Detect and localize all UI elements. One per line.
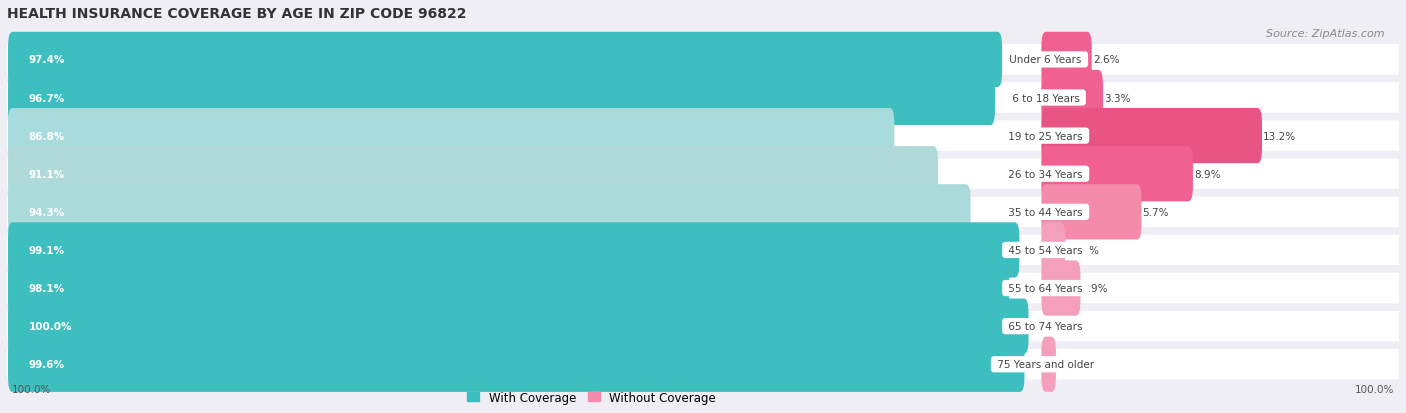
FancyBboxPatch shape bbox=[7, 121, 1399, 152]
Text: 100.0%: 100.0% bbox=[1354, 384, 1393, 394]
Text: Under 6 Years: Under 6 Years bbox=[1007, 55, 1085, 65]
Text: 19 to 25 Years: 19 to 25 Years bbox=[1005, 131, 1085, 141]
FancyBboxPatch shape bbox=[7, 235, 1399, 266]
FancyBboxPatch shape bbox=[1042, 109, 1263, 164]
FancyBboxPatch shape bbox=[1042, 337, 1056, 392]
Text: 8.9%: 8.9% bbox=[1194, 169, 1220, 179]
FancyBboxPatch shape bbox=[1042, 33, 1091, 88]
Text: 100.0%: 100.0% bbox=[28, 321, 72, 331]
FancyBboxPatch shape bbox=[7, 83, 1399, 114]
Text: 94.3%: 94.3% bbox=[28, 207, 65, 217]
Text: 0.94%: 0.94% bbox=[1066, 245, 1099, 255]
Text: 3.3%: 3.3% bbox=[1104, 93, 1130, 103]
Text: 45 to 54 Years: 45 to 54 Years bbox=[1005, 245, 1085, 255]
Text: 98.1%: 98.1% bbox=[28, 283, 65, 293]
Text: 55 to 64 Years: 55 to 64 Years bbox=[1005, 283, 1085, 293]
FancyBboxPatch shape bbox=[7, 311, 1399, 342]
Text: 0.0%: 0.0% bbox=[1052, 321, 1077, 331]
Text: 86.8%: 86.8% bbox=[28, 131, 65, 141]
Text: 6 to 18 Years: 6 to 18 Years bbox=[1008, 93, 1083, 103]
FancyBboxPatch shape bbox=[1042, 147, 1192, 202]
FancyBboxPatch shape bbox=[1042, 185, 1142, 240]
FancyBboxPatch shape bbox=[7, 159, 1399, 190]
Text: 100.0%: 100.0% bbox=[13, 384, 52, 394]
FancyBboxPatch shape bbox=[8, 337, 1025, 392]
FancyBboxPatch shape bbox=[8, 71, 995, 126]
Text: 5.7%: 5.7% bbox=[1143, 207, 1168, 217]
FancyBboxPatch shape bbox=[7, 273, 1399, 304]
Text: Source: ZipAtlas.com: Source: ZipAtlas.com bbox=[1267, 29, 1385, 39]
Text: 65 to 74 Years: 65 to 74 Years bbox=[1005, 321, 1085, 331]
Text: 99.1%: 99.1% bbox=[28, 245, 65, 255]
FancyBboxPatch shape bbox=[8, 109, 894, 164]
FancyBboxPatch shape bbox=[7, 45, 1399, 76]
Legend: With Coverage, Without Coverage: With Coverage, Without Coverage bbox=[463, 386, 720, 408]
FancyBboxPatch shape bbox=[1042, 261, 1080, 316]
Text: 99.6%: 99.6% bbox=[28, 359, 65, 369]
Text: 13.2%: 13.2% bbox=[1263, 131, 1296, 141]
Text: 1.9%: 1.9% bbox=[1081, 283, 1108, 293]
Text: 35 to 44 Years: 35 to 44 Years bbox=[1005, 207, 1085, 217]
FancyBboxPatch shape bbox=[1042, 223, 1066, 278]
FancyBboxPatch shape bbox=[8, 185, 970, 240]
FancyBboxPatch shape bbox=[8, 299, 1029, 354]
Text: 75 Years and older: 75 Years and older bbox=[994, 359, 1097, 369]
Text: HEALTH INSURANCE COVERAGE BY AGE IN ZIP CODE 96822: HEALTH INSURANCE COVERAGE BY AGE IN ZIP … bbox=[7, 7, 467, 21]
FancyBboxPatch shape bbox=[7, 197, 1399, 228]
Text: 96.7%: 96.7% bbox=[28, 93, 65, 103]
FancyBboxPatch shape bbox=[7, 349, 1399, 380]
Text: 91.1%: 91.1% bbox=[28, 169, 65, 179]
Text: 0.37%: 0.37% bbox=[1057, 359, 1090, 369]
FancyBboxPatch shape bbox=[8, 147, 938, 202]
FancyBboxPatch shape bbox=[8, 261, 1010, 316]
FancyBboxPatch shape bbox=[8, 33, 1002, 88]
Text: 2.6%: 2.6% bbox=[1092, 55, 1119, 65]
FancyBboxPatch shape bbox=[1042, 71, 1102, 126]
FancyBboxPatch shape bbox=[8, 223, 1019, 278]
Text: 97.4%: 97.4% bbox=[28, 55, 65, 65]
Text: 26 to 34 Years: 26 to 34 Years bbox=[1005, 169, 1085, 179]
